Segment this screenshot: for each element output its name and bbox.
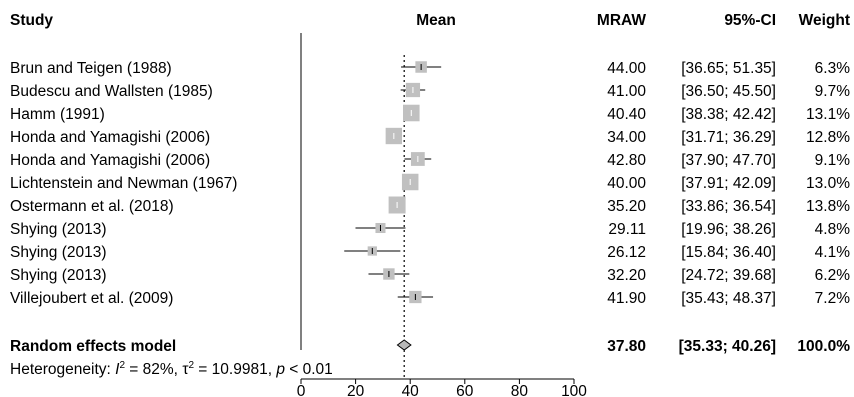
weight-value: 13.0% xyxy=(806,175,850,192)
ci-value: [33.86; 36.54] xyxy=(681,198,776,215)
het-tau-value: = 10.9981, xyxy=(194,361,276,378)
summary-diamond xyxy=(396,339,412,351)
mraw-value: 41.90 xyxy=(607,290,646,307)
ci-value: [35.43; 48.37] xyxy=(681,290,776,307)
plot-area xyxy=(300,33,405,379)
study-label: Shying (2013) xyxy=(10,221,107,238)
het-p-value: < 0.01 xyxy=(285,361,333,378)
header-study: Study xyxy=(10,12,53,29)
header-weight: Weight xyxy=(799,12,850,29)
heterogeneity-text: Heterogeneity: I2 = 82%, τ2 = 10.9981, p… xyxy=(10,360,333,378)
ci-value: [31.71; 36.29] xyxy=(681,129,776,146)
x-tick-label: 40 xyxy=(402,383,420,397)
study-row: Honda and Yamagishi (2006) 34.00 [31.71; 3… xyxy=(10,127,850,146)
weight-value: 12.8% xyxy=(806,129,850,146)
weight-value: 13.1% xyxy=(806,106,850,123)
x-tick-label: 0 xyxy=(297,383,306,397)
weight-value: 7.2% xyxy=(815,290,851,307)
summary-mraw: 37.80 xyxy=(607,338,646,355)
study-label: Honda and Yamagishi (2006) xyxy=(10,129,210,146)
weight-value: 9.1% xyxy=(815,152,851,169)
weight-value: 6.3% xyxy=(815,60,851,77)
study-row: Lichtenstein and Newman (1967) 40.00 [37.9… xyxy=(10,173,850,192)
study-label: Honda and Yamagishi (2006) xyxy=(10,152,210,169)
het-superscript: 2 xyxy=(119,360,125,371)
header-row: Study Mean MRAW 95%-CI Weight xyxy=(10,12,850,29)
mraw-value: 44.00 xyxy=(607,60,646,77)
het-superscript: 2 xyxy=(188,360,194,371)
x-tick-label: 60 xyxy=(456,383,474,397)
study-label: Shying (2013) xyxy=(10,244,107,261)
x-tick-label: 100 xyxy=(561,383,587,397)
het-tau-symbol: τ xyxy=(182,361,188,378)
study-label: Hamm (1991) xyxy=(10,106,105,123)
mraw-value: 32.20 xyxy=(607,267,646,284)
study-label: Budescu and Wallsten (1985) xyxy=(10,83,213,100)
weight-value: 4.8% xyxy=(815,221,851,238)
study-label: Brun and Teigen (1988) xyxy=(10,60,172,77)
weight-value: 9.7% xyxy=(815,83,851,100)
header-ci: 95%-CI xyxy=(724,12,776,29)
mraw-value: 41.00 xyxy=(607,83,646,100)
het-prefix: Heterogeneity: xyxy=(10,361,115,378)
mraw-value: 42.80 xyxy=(607,152,646,169)
study-row: Brun and Teigen (1988) 44.00 [36.65; 51.35… xyxy=(10,60,850,77)
study-label: Ostermann et al. (2018) xyxy=(10,198,174,215)
summary-label: Random effects model xyxy=(10,338,176,355)
mraw-value: 26.12 xyxy=(607,244,646,261)
weight-value: 4.1% xyxy=(815,244,851,261)
weight-value: 13.8% xyxy=(806,198,850,215)
x-tick-label: 20 xyxy=(347,383,365,397)
study-label: Lichtenstein and Newman (1967) xyxy=(10,175,237,192)
study-rows: Brun and Teigen (1988) 44.00 [36.65; 51.35… xyxy=(10,60,850,307)
summary-row: Random effects model 37.80 [35.33; 40.26] 1… xyxy=(10,338,850,355)
study-row: Ostermann et al. (2018) 35.20 [33.86; 36.5… xyxy=(10,196,850,215)
het-i2-symbol: I xyxy=(115,361,120,378)
study-row: Shying (2013) 29.11 [19.96; 38.26] 4.8% xyxy=(10,221,850,238)
ci-value: [15.84; 36.40] xyxy=(681,244,776,261)
study-label: Villejoubert et al. (2009) xyxy=(10,290,173,307)
ci-value: [37.91; 42.09] xyxy=(681,175,776,192)
mraw-value: 34.00 xyxy=(607,129,646,146)
het-p-symbol: p xyxy=(275,361,285,378)
mraw-value: 40.40 xyxy=(607,106,646,123)
header-mean: Mean xyxy=(416,12,456,29)
study-row: Budescu and Wallsten (1985) 41.00 [36.50; … xyxy=(10,82,851,100)
study-label: Shying (2013) xyxy=(10,267,107,284)
study-row: Shying (2013) 32.20 [24.72; 39.68] 6.2% xyxy=(10,267,850,284)
mraw-value: 29.11 xyxy=(608,221,646,238)
x-tick-label: 80 xyxy=(511,383,529,397)
ci-value: [37.90; 47.70] xyxy=(681,152,776,169)
summary-ci: [35.33; 40.26] xyxy=(679,338,776,355)
weight-value: 6.2% xyxy=(815,267,851,284)
mraw-value: 35.20 xyxy=(607,198,646,215)
study-row: Honda and Yamagishi (2006) 42.80 [37.90; 4… xyxy=(10,152,850,169)
ci-value: [19.96; 38.26] xyxy=(681,221,776,238)
summary-weight: 100.0% xyxy=(797,338,850,355)
ci-value: [38.38; 42.42] xyxy=(681,106,776,123)
header-mraw: MRAW xyxy=(597,12,646,29)
x-axis: 0 20 40 60 80 100 xyxy=(297,378,587,397)
mraw-value: 40.00 xyxy=(607,175,646,192)
study-row: Hamm (1991) 40.40 [38.38; 42.42] 13.1% xyxy=(10,104,850,123)
ci-value: [36.65; 51.35] xyxy=(681,60,776,77)
ci-value: [36.50; 45.50] xyxy=(681,83,776,100)
study-row: Shying (2013) 26.12 [15.84; 36.40] 4.1% xyxy=(10,244,850,261)
study-row: Villejoubert et al. (2009) 41.90 [35.43; 4… xyxy=(10,290,850,307)
ci-value: [24.72; 39.68] xyxy=(681,267,776,284)
het-i2-value: = 82%, xyxy=(125,361,182,378)
